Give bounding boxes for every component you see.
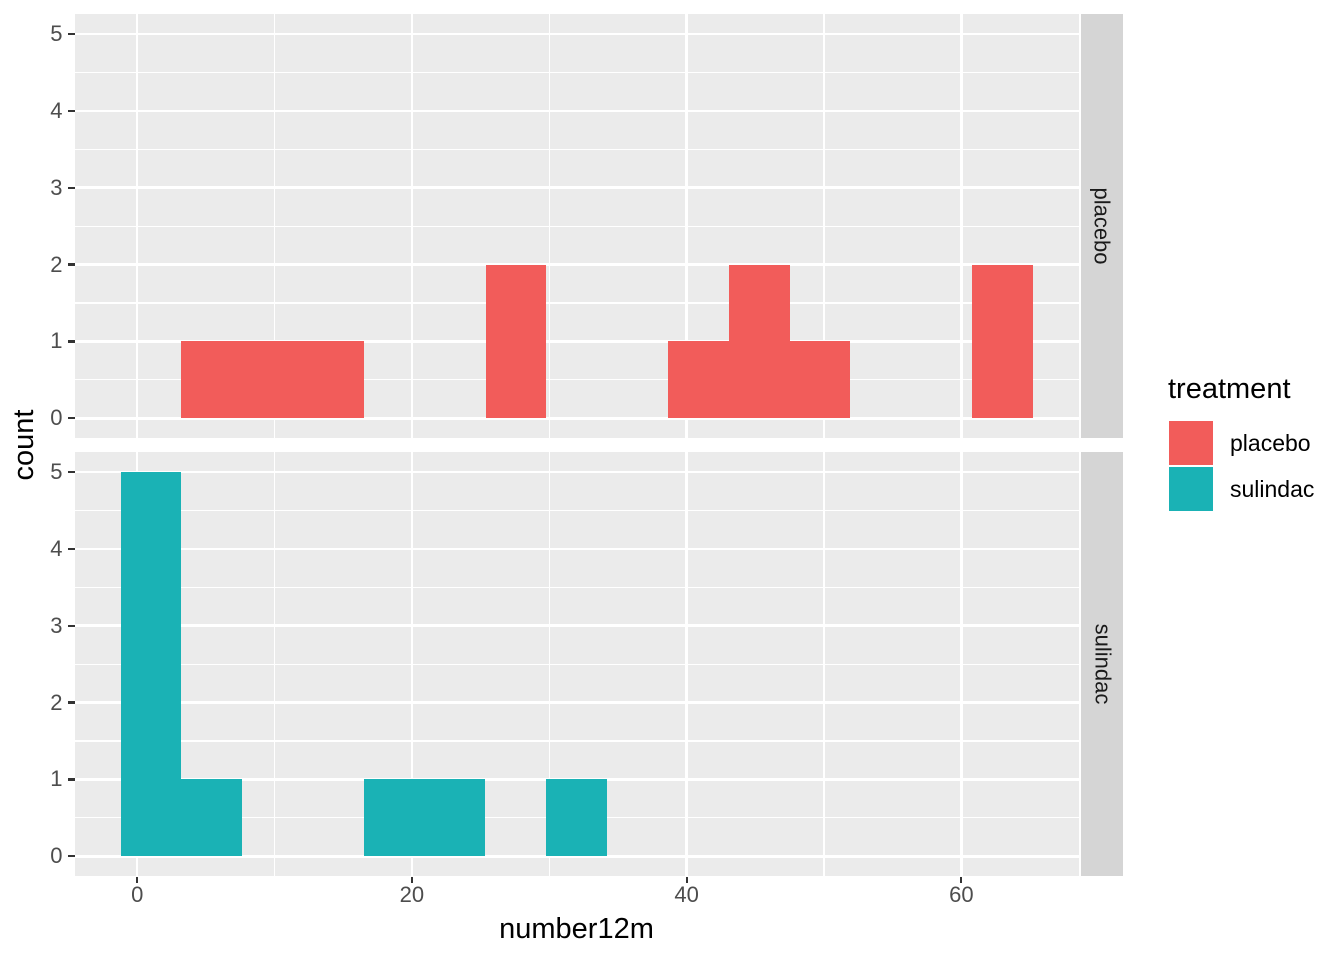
- y-tick-label: 4: [50, 97, 63, 123]
- histogram-bar-sulindac: [181, 779, 243, 857]
- histogram-bar-placebo: [667, 341, 729, 419]
- legend-title: treatment: [1168, 373, 1291, 405]
- x-tick: [685, 876, 688, 883]
- y-axis-title: count: [8, 409, 40, 481]
- gridline-major-horizontal: [75, 701, 1079, 704]
- histogram-bar-placebo: [485, 264, 547, 419]
- x-axis-title: number12m: [499, 913, 654, 945]
- x-tick: [136, 876, 139, 883]
- gridline-major-horizontal: [75, 624, 1079, 627]
- gridline-major-horizontal: [75, 855, 1079, 858]
- y-tick-label: 3: [50, 612, 63, 638]
- y-tick-label: 2: [50, 689, 63, 715]
- y-tick: [68, 547, 75, 550]
- legend-entry-label: sulindac: [1230, 475, 1315, 502]
- gridline-major-vertical: [135, 14, 139, 439]
- histogram-bar-sulindac: [546, 779, 608, 857]
- y-tick: [68, 624, 75, 627]
- y-tick-label: 5: [50, 458, 63, 484]
- gridline-minor-horizontal: [75, 663, 1079, 665]
- histogram-bar-placebo: [303, 341, 364, 419]
- gridline-major-horizontal: [75, 109, 1079, 113]
- histogram-bar-placebo: [242, 341, 303, 419]
- facet-strip-sulindac: sulindac: [1081, 452, 1123, 877]
- histogram-bar-sulindac: [363, 779, 425, 857]
- y-tick: [68, 855, 75, 858]
- y-tick: [68, 263, 75, 266]
- y-tick-label: 2: [50, 251, 63, 277]
- gridline-major-vertical: [410, 14, 414, 439]
- facet-strip-label: sulindac: [1090, 623, 1115, 705]
- gridline-minor-horizontal: [75, 509, 1079, 511]
- histogram-bar-placebo: [181, 341, 243, 419]
- x-tick-label: 60: [949, 882, 974, 907]
- facet-panel-placebo: [75, 14, 1079, 439]
- y-tick: [68, 109, 75, 112]
- gridline-major-horizontal: [75, 417, 1079, 420]
- gridline-minor-horizontal: [75, 740, 1079, 742]
- y-tick-label: 0: [50, 843, 63, 869]
- y-tick: [68, 470, 75, 474]
- y-tick: [68, 32, 75, 36]
- y-tick-label: 4: [50, 535, 63, 561]
- gridline-minor-horizontal: [75, 71, 1079, 73]
- gridline-minor-horizontal: [75, 148, 1079, 150]
- facet-panel-sulindac: [75, 452, 1079, 877]
- gridline-minor-horizontal: [75, 302, 1079, 304]
- y-tick-label: 3: [50, 174, 63, 200]
- legend-entry-label: placebo: [1230, 429, 1311, 456]
- x-tick: [960, 876, 963, 883]
- x-tick: [410, 876, 413, 883]
- y-tick: [68, 778, 75, 781]
- gridline-major-horizontal: [75, 470, 1079, 474]
- legend-entry-sulindac: sulindac: [1169, 467, 1314, 511]
- x-tick-label: 0: [131, 882, 144, 907]
- facet-strip-label: placebo: [1090, 187, 1116, 265]
- gridline-major-vertical: [960, 452, 963, 877]
- gridline-minor-horizontal: [75, 586, 1079, 588]
- legend-entry-placebo: placebo: [1169, 421, 1314, 465]
- y-tick: [68, 340, 75, 343]
- gridline-major-vertical: [960, 14, 963, 439]
- x-tick-label: 20: [399, 882, 425, 907]
- histogram-bar-sulindac: [424, 779, 486, 857]
- gridline-major-horizontal: [75, 547, 1079, 551]
- gridline-minor-horizontal: [75, 225, 1079, 227]
- legend-swatch-sulindac: [1169, 467, 1213, 511]
- y-tick-label: 5: [50, 20, 63, 46]
- gridline-major-vertical: [685, 452, 688, 877]
- facet-strip-placebo: placebo: [1081, 14, 1123, 439]
- gridline-major-horizontal: [75, 186, 1079, 189]
- legend-swatch-placebo: [1169, 421, 1213, 465]
- x-tick-label: 40: [674, 882, 699, 907]
- y-tick-label: 0: [50, 405, 63, 431]
- gridline-major-horizontal: [75, 32, 1079, 36]
- histogram-bar-placebo: [789, 341, 851, 419]
- histogram-bar-sulindac: [120, 471, 182, 857]
- gridline-major-vertical: [685, 14, 688, 439]
- histogram-bar-placebo: [972, 264, 1033, 419]
- histogram-bar-placebo: [728, 264, 790, 419]
- gridline-major-horizontal: [75, 340, 1079, 343]
- y-tick: [68, 186, 75, 189]
- gridline-major-horizontal: [75, 263, 1079, 266]
- gridline-minor-horizontal: [75, 379, 1079, 381]
- y-tick-label: 1: [50, 766, 63, 792]
- legend-entries: placebo sulindac: [1169, 421, 1314, 513]
- y-tick-label: 1: [50, 328, 63, 354]
- y-tick: [68, 701, 75, 704]
- y-tick: [68, 417, 75, 420]
- gridline-major-vertical: [410, 452, 414, 877]
